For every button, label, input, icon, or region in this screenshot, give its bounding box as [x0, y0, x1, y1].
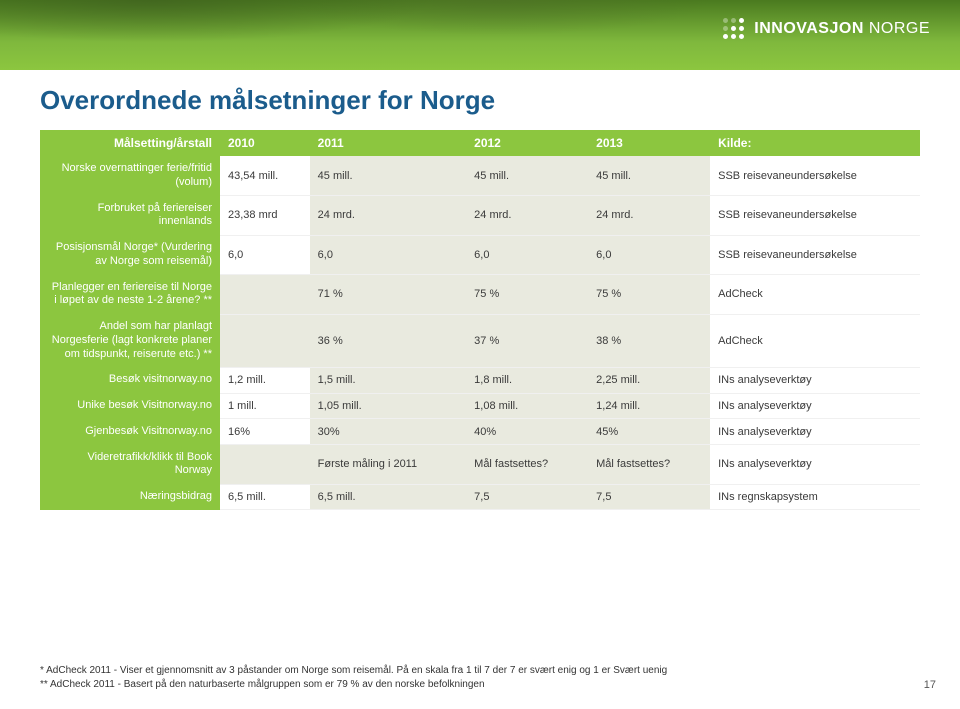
- table-row: Posisjonsmål Norge* (Vurdering av Norge …: [40, 235, 920, 275]
- table-row: Forbruket på feriereiser innenlands23,38…: [40, 196, 920, 236]
- cell: 24 mrd.: [310, 196, 467, 236]
- cell: 45 mill.: [310, 156, 467, 196]
- col-rowhead: Målsetting/årstall: [40, 130, 220, 156]
- cell: 6,0: [466, 235, 588, 275]
- cell: INs analyseverktøy: [710, 419, 920, 445]
- row-label: Planlegger en feriereise til Norge i løp…: [40, 275, 220, 315]
- row-label: Næringsbidrag: [40, 484, 220, 510]
- row-label: Gjenbesøk Visitnorway.no: [40, 419, 220, 445]
- row-label: Norske overnattinger ferie/fritid (volum…: [40, 156, 220, 196]
- cell: 23,38 mrd: [220, 196, 310, 236]
- cell: SSB reisevaneundersøkelse: [710, 196, 920, 236]
- cell: INs regnskapsystem: [710, 484, 920, 510]
- cell: 2,25 mill.: [588, 367, 710, 393]
- brand-word-1: INNOVASJON: [754, 20, 864, 37]
- cell: 1 mill.: [220, 393, 310, 419]
- cell: 24 mrd.: [588, 196, 710, 236]
- cell: Første måling i 2011: [310, 445, 467, 485]
- cell: 6,0: [310, 235, 467, 275]
- logo-dots-icon: [723, 18, 744, 39]
- col-kilde: Kilde:: [710, 130, 920, 156]
- cell: 1,05 mill.: [310, 393, 467, 419]
- footnotes: * AdCheck 2011 - Viser et gjennomsnitt a…: [40, 664, 900, 691]
- cell: 1,08 mill.: [466, 393, 588, 419]
- cell: 16%: [220, 419, 310, 445]
- cell: 7,5: [588, 484, 710, 510]
- table-row: Besøk visitnorway.no1,2 mill.1,5 mill.1,…: [40, 367, 920, 393]
- cell: Mål fastsettes?: [588, 445, 710, 485]
- table-row: Planlegger en feriereise til Norge i løp…: [40, 275, 920, 315]
- row-label: Andel som har planlagt Norgesferie (lagt…: [40, 314, 220, 367]
- cell: 30%: [310, 419, 467, 445]
- cell: 36 %: [310, 314, 467, 367]
- brand-word-2: NORGE: [869, 20, 930, 37]
- cell: 71 %: [310, 275, 467, 315]
- table-row: Andel som har planlagt Norgesferie (lagt…: [40, 314, 920, 367]
- cell: SSB reisevaneundersøkelse: [710, 235, 920, 275]
- row-label: Forbruket på feriereiser innenlands: [40, 196, 220, 236]
- cell: INs analyseverktøy: [710, 445, 920, 485]
- brand-text: INNOVASJON NORGE: [754, 20, 930, 38]
- cell: [220, 314, 310, 367]
- cell: AdCheck: [710, 314, 920, 367]
- cell: 1,24 mill.: [588, 393, 710, 419]
- cell: 6,5 mill.: [310, 484, 467, 510]
- table-row: Gjenbesøk Visitnorway.no16%30%40%45%INs …: [40, 419, 920, 445]
- table-row: Videretrafikk/klikk til Book Norway Først…: [40, 445, 920, 485]
- col-2013: 2013: [588, 130, 710, 156]
- cell: 7,5: [466, 484, 588, 510]
- table-header-row: Målsetting/årstall 2010 2011 2012 2013 K…: [40, 130, 920, 156]
- cell: AdCheck: [710, 275, 920, 315]
- cell: 38 %: [588, 314, 710, 367]
- row-label: Besøk visitnorway.no: [40, 367, 220, 393]
- table-row: Næringsbidrag6,5 mill.6,5 mill.7,57,5INs…: [40, 484, 920, 510]
- col-2012: 2012: [466, 130, 588, 156]
- cell: INs analyseverktøy: [710, 367, 920, 393]
- cell: 6,5 mill.: [220, 484, 310, 510]
- cell: 45 mill.: [466, 156, 588, 196]
- cell: 1,8 mill.: [466, 367, 588, 393]
- page-number: 17: [924, 679, 936, 691]
- cell: 6,0: [588, 235, 710, 275]
- cell: [220, 275, 310, 315]
- cell: 37 %: [466, 314, 588, 367]
- col-2010: 2010: [220, 130, 310, 156]
- row-label: Posisjonsmål Norge* (Vurdering av Norge …: [40, 235, 220, 275]
- cell: 75 %: [466, 275, 588, 315]
- table-row: Norske overnattinger ferie/fritid (volum…: [40, 156, 920, 196]
- cell: 6,0: [220, 235, 310, 275]
- cell: 45 mill.: [588, 156, 710, 196]
- col-2011: 2011: [310, 130, 467, 156]
- row-label: Videretrafikk/klikk til Book Norway: [40, 445, 220, 485]
- cell: 43,54 mill.: [220, 156, 310, 196]
- cell: Mål fastsettes?: [466, 445, 588, 485]
- page-title: Overordnede målsetninger for Norge: [40, 85, 920, 116]
- table-row: Unike besøk Visitnorway.no1 mill.1,05 mi…: [40, 393, 920, 419]
- cell: 40%: [466, 419, 588, 445]
- cell: 24 mrd.: [466, 196, 588, 236]
- cell: 45%: [588, 419, 710, 445]
- footnote-2: ** AdCheck 2011 - Basert på den naturbas…: [40, 678, 900, 692]
- cell: 1,5 mill.: [310, 367, 467, 393]
- cell: 1,2 mill.: [220, 367, 310, 393]
- cell: INs analyseverktøy: [710, 393, 920, 419]
- cell: 75 %: [588, 275, 710, 315]
- footnote-1: * AdCheck 2011 - Viser et gjennomsnitt a…: [40, 664, 900, 678]
- cell: [220, 445, 310, 485]
- row-label: Unike besøk Visitnorway.no: [40, 393, 220, 419]
- slide-body: Overordnede målsetninger for Norge Målse…: [40, 85, 920, 510]
- brand-logo: INNOVASJON NORGE: [723, 18, 930, 39]
- cell: SSB reisevaneundersøkelse: [710, 156, 920, 196]
- metrics-table: Målsetting/årstall 2010 2011 2012 2013 K…: [40, 130, 920, 510]
